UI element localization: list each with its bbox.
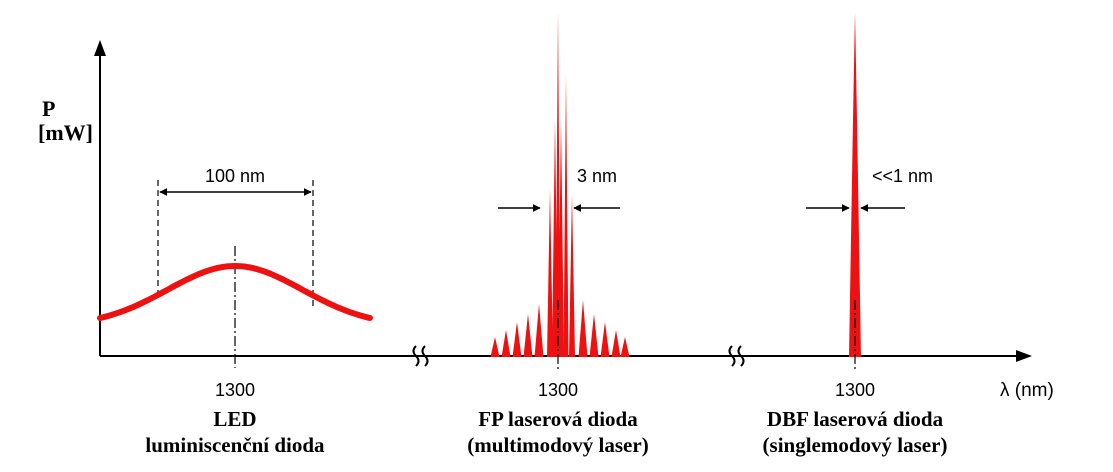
y-axis-arrowhead [94,40,106,56]
fp-mode-peak [547,189,553,357]
dbf-subtitle: (singlemodový laser) [763,433,948,457]
fp-mode-peak [578,300,588,357]
fp-mode-peak [523,314,533,357]
fp-spectrum-peaks [490,12,630,357]
fp-tick-label: 1300 [538,380,578,400]
led-tick-label: 1300 [215,380,255,400]
fp-subtitle: (multimodový laser) [467,433,648,457]
fp-mode-peak [512,322,522,357]
led-section: 100 nm 1300 LED luminiscenční dioda [97,166,373,457]
dbf-tick-label: 1300 [835,380,875,400]
fp-mode-peak [558,120,564,357]
fp-mode-peak [620,337,630,357]
fp-mode-peak [611,330,621,357]
led-width-label: 100 nm [205,166,265,186]
fp-mode-peak [600,322,610,357]
fp-mode-peak [569,194,575,357]
fp-mode-peak [563,75,569,357]
fp-title: FP laserová dioda [478,407,638,431]
fp-section: 3 nm 1300 FP laserová dioda (multimodový… [467,12,649,457]
led-title: LED [213,407,256,431]
led-spectrum-curve [97,262,373,321]
fp-mode-peak [534,304,544,357]
dbf-mode-peak [849,12,861,357]
fp-mode-peak [490,337,500,357]
dbf-spectrum-peak [849,12,861,357]
y-axis-label-unit: [mW] [38,120,93,145]
x-axis-arrowhead [1016,350,1032,362]
fp-mode-peak [589,314,599,357]
dbf-section: <<1 nm 1300 DBF laserová dioda (singlemo… [763,12,948,457]
axis-break-2 [728,345,745,367]
axis-break-1 [412,345,429,367]
y-axis-label-symbol: P [42,96,55,121]
dbf-width-label: <<1 nm [872,166,933,186]
dbf-title: DBF laserová dioda [767,407,944,431]
x-axis-label: λ (nm) [1000,380,1054,401]
led-subtitle: luminiscenční dioda [145,433,325,457]
fp-width-label: 3 nm [577,166,617,186]
fp-mode-peak [501,330,511,357]
